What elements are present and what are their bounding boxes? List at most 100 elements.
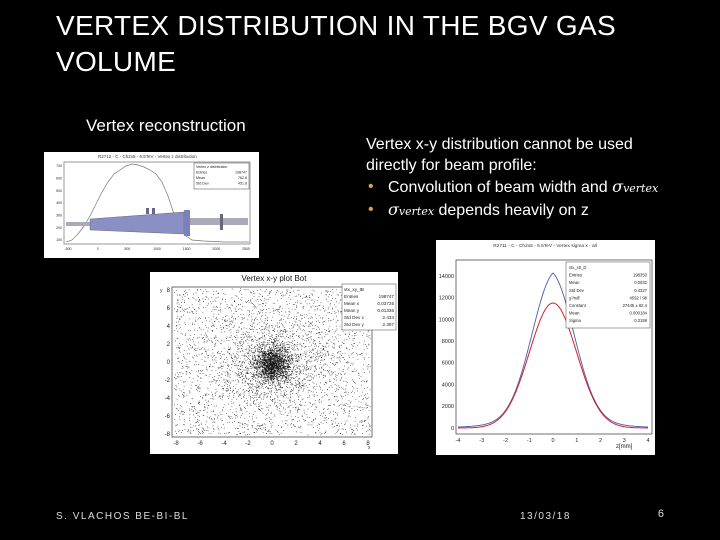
stats-label: χ²/ndf bbox=[569, 295, 580, 300]
x-tick-label: 2 bbox=[294, 441, 298, 447]
x-tick-label: 6 bbox=[342, 441, 346, 447]
y-tick-label: 4 bbox=[167, 324, 171, 330]
x-tick-label: 3 bbox=[623, 438, 626, 444]
y-tick-label: 6000 bbox=[442, 361, 454, 367]
x-tick-labels: -8 -6 -4 -2 0 2 4 6 8 bbox=[173, 441, 370, 447]
bullet-list: Convolution of beam width and σvertex σv… bbox=[366, 176, 686, 222]
x-tick-label: -2 bbox=[245, 441, 251, 447]
exit-window bbox=[184, 210, 190, 236]
y-tick-label: 100 bbox=[56, 238, 62, 242]
stats-value: 0.000184 bbox=[630, 311, 648, 316]
x-tick-label: -4 bbox=[221, 441, 227, 447]
stats-label: Mean x bbox=[344, 301, 360, 306]
tank-port bbox=[152, 208, 155, 214]
stats-value: 2.434 bbox=[383, 315, 395, 320]
slide-title: VERTEX DISTRIBUTION IN THE BGV GAS VOLUM… bbox=[56, 10, 616, 77]
x-tick-label: 1500 bbox=[183, 247, 191, 251]
x-tick-label: 0 bbox=[97, 247, 99, 251]
stats-label: Std Dev bbox=[569, 288, 585, 293]
y-tick-label: -4 bbox=[165, 396, 171, 402]
sigma-symbol: σ bbox=[612, 177, 624, 196]
slide-subtitle: Vertex reconstruction bbox=[86, 116, 246, 135]
y-tick-label: 10000 bbox=[439, 317, 454, 323]
x-tick-label: -1 bbox=[527, 438, 532, 444]
plot-title: R2711 - C - Ch2x5 - 6.5TeV - Vertex sigm… bbox=[493, 243, 597, 249]
gas-tank bbox=[89, 211, 185, 235]
stats-label: Mean bbox=[569, 280, 580, 285]
stats-label: Sigma bbox=[569, 318, 582, 323]
y-tick-label: 500 bbox=[56, 189, 62, 193]
scatter-cloud bbox=[174, 287, 371, 436]
y-tick-label: 12000 bbox=[439, 296, 454, 302]
x-tick-labels: -500 0 500 1000 1500 2000 2500 bbox=[64, 247, 249, 251]
stats-value: 2.397 bbox=[383, 322, 395, 327]
y-tick-label: 14000 bbox=[439, 274, 454, 280]
x-tick-label: 2500 bbox=[242, 247, 250, 251]
vertex-xy-plot-svg: Vertex x-y plot Bot 8 6 4 2 0 -2 -4 -6 -8 -8 -6 -4… bbox=[160, 274, 397, 451]
footer-author: S. VLACHOS BE-BI-BL bbox=[56, 511, 189, 522]
x-tick-label: -3 bbox=[479, 438, 484, 444]
x-tick-label: -6 bbox=[197, 441, 203, 447]
histogram-curve bbox=[457, 272, 649, 428]
y-tick-labels: 700 600 500 400 300 200 100 bbox=[56, 164, 62, 242]
x-tick-label: 2 bbox=[599, 438, 602, 444]
x-tick-label: 0 bbox=[551, 438, 554, 444]
x-tick-label: 8 bbox=[366, 441, 370, 447]
y-tick-label: 0 bbox=[167, 360, 171, 366]
x-tick-label: 0 bbox=[270, 441, 274, 447]
y-tick-label: 2000 bbox=[442, 404, 454, 410]
stats-label: Entries bbox=[569, 273, 582, 278]
x-axis-label: x bbox=[368, 445, 371, 451]
x-axis-label: z[mm] bbox=[616, 444, 633, 450]
bullet-item-convolution-text: Convolution of beam width and bbox=[388, 179, 613, 196]
stats-value: 4592 / 98 bbox=[630, 295, 648, 300]
sigma-symbol: σ bbox=[388, 200, 399, 219]
y-tick-label: 8000 bbox=[442, 339, 454, 345]
x-tick-label: 4 bbox=[318, 441, 322, 447]
stats-label: Mean bbox=[196, 176, 205, 180]
gaussian-fit-curve bbox=[458, 302, 648, 429]
sigma-subscript: vertex bbox=[398, 205, 435, 218]
y-tick-label: 0 bbox=[451, 426, 454, 432]
plot-title: Vertex x-y plot Bot bbox=[242, 274, 308, 283]
y-tick-label: 600 bbox=[56, 177, 62, 181]
stats-value: 0.4327 bbox=[634, 288, 647, 293]
footer-date: 13/03/18 bbox=[520, 511, 571, 522]
bullet-item-z-dependence: σvertex depends heavily on z bbox=[368, 199, 686, 222]
y-tick-labels: 8 6 4 2 0 -2 -4 -6 -8 bbox=[165, 288, 171, 438]
stats-value: 0.0032 bbox=[634, 280, 647, 285]
stats-value: 198350 bbox=[633, 273, 648, 278]
y-tick-label: 4000 bbox=[442, 382, 454, 388]
stats-label: Vertex z distribution bbox=[196, 165, 227, 169]
stats-box: vtx_x0_D Entries 198350 Mean 0.0032 Std Dev 0.… bbox=[565, 261, 651, 329]
vertex-z-plot: R2712 - C - Ch2x5 - 6.5TeV - Vertex z di… bbox=[44, 152, 259, 258]
stats-label: Entries bbox=[344, 294, 359, 299]
bullet-lead: Vertex x-y distribution cannot be used d… bbox=[366, 136, 633, 174]
x-tick-label: 2000 bbox=[212, 247, 220, 251]
y-tick-label: -8 bbox=[165, 432, 171, 438]
y-tick-label: -2 bbox=[165, 378, 171, 384]
beam-pipe-left bbox=[66, 222, 90, 226]
stats-value: 198747 bbox=[379, 294, 395, 299]
x-tick-label: 4 bbox=[646, 438, 649, 444]
stats-label: Constant bbox=[569, 303, 587, 308]
stats-value: 0.01336 bbox=[377, 308, 394, 313]
stats-label: Std Dev bbox=[196, 182, 209, 186]
x-tick-label: -500 bbox=[64, 247, 71, 251]
page-number: 6 bbox=[657, 508, 664, 520]
stats-value: 198747 bbox=[235, 171, 247, 175]
stats-label: vtx_x0_D bbox=[569, 265, 586, 270]
x-tick-labels: -4 -3 -2 -1 0 1 2 3 4 bbox=[456, 438, 650, 444]
y-tick-label: 300 bbox=[56, 214, 62, 218]
plot-title: R2712 - C - Ch2x5 - 6.5TeV - Vertex z di… bbox=[98, 154, 197, 159]
y-tick-label: 2 bbox=[167, 342, 171, 348]
x-tick-label: -2 bbox=[503, 438, 508, 444]
x-tick-label: 1000 bbox=[153, 247, 161, 251]
stats-value: 451.8 bbox=[238, 182, 247, 186]
vertex-sigma-plot-svg: R2711 - C - Ch2x5 - 6.5TeV - Vertex sigm… bbox=[439, 243, 653, 450]
y-tick-label: 200 bbox=[56, 226, 62, 230]
stats-value: 27445 ± 82.4 bbox=[623, 303, 648, 308]
stats-box: Vertex z distribution Entries 198747 Mean 76… bbox=[193, 162, 250, 190]
stats-label: Mean bbox=[569, 311, 580, 316]
tank-port bbox=[146, 208, 149, 214]
